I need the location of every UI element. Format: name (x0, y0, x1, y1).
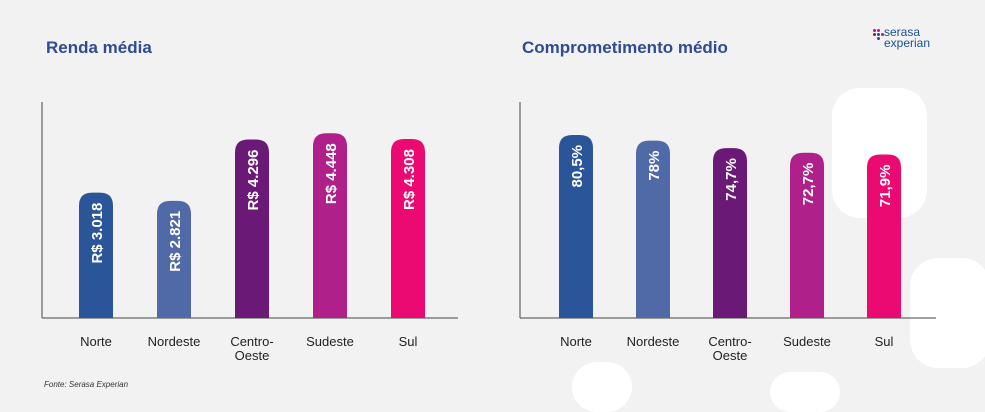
category-label: Nordeste (148, 334, 201, 349)
category-label: Sudeste (783, 334, 831, 349)
x-tick-label: Sudeste (306, 334, 354, 349)
bar-value-label: 72,7% (800, 163, 817, 206)
category-label: Norte (560, 334, 592, 349)
bar (713, 148, 747, 318)
x-tick-label: Centro- (230, 334, 273, 349)
x-tick-label: Oeste (713, 348, 748, 363)
background-shape (910, 258, 985, 368)
x-tick-label: Nordeste (627, 334, 680, 349)
x-tick-label: Nordeste (148, 334, 201, 349)
bar (79, 192, 113, 318)
chart-title-comprometimento-medio: Comprometimento médio (522, 38, 728, 57)
bar (559, 134, 593, 318)
logo-wordmark: serasa experian (884, 25, 931, 50)
serasa-experian-logo: serasa experian (872, 25, 952, 57)
bar-value-label: R$ 4.308 (401, 149, 418, 210)
logo-word-experian: experian (884, 36, 931, 50)
bar-value-label: 80,5% (569, 145, 586, 188)
x-tick-label: Centro- (708, 334, 751, 349)
x-tick-label: Sul (875, 334, 894, 349)
category-label: Centro-Oeste (708, 334, 751, 363)
x-tick-label: Sul (399, 334, 418, 349)
chart-comprometimento-medio: 80,5% Norte 78% Nordeste 74,7% Centro-Oeste 72… (519, 102, 936, 363)
bar (235, 139, 269, 318)
category-label: Sul (399, 334, 418, 349)
bar (790, 152, 824, 318)
bar-value-label: R$ 2.821 (167, 211, 184, 272)
bar-value-label: 71,9% (877, 165, 894, 208)
x-tick-label: Norte (560, 334, 592, 349)
bar (391, 139, 425, 318)
x-tick-label: Norte (80, 334, 112, 349)
chart-title-renda-media: Renda média (46, 38, 152, 57)
category-label: Sul (875, 334, 894, 349)
bar (157, 200, 191, 318)
bar-value-label: 74,7% (723, 158, 740, 201)
bar-value-label: 78% (646, 151, 663, 181)
bar (867, 154, 901, 318)
logo-word-serasa: serasa (884, 25, 921, 39)
bar-value-label: R$ 4.448 (323, 143, 340, 204)
x-tick-label: Oeste (235, 348, 270, 363)
category-label: Centro-Oeste (230, 334, 273, 363)
x-tick-label: Sudeste (783, 334, 831, 349)
category-label: Norte (80, 334, 112, 349)
source-note: Fonte: Serasa Experian (44, 380, 129, 389)
category-label: Sudeste (306, 334, 354, 349)
category-label: Nordeste (627, 334, 680, 349)
logo-dots-icon (872, 29, 884, 41)
bar (313, 133, 347, 318)
bar-value-label: R$ 3.018 (89, 203, 106, 264)
bar-value-label: R$ 4.296 (245, 150, 262, 211)
bar (636, 140, 670, 318)
chart-renda-media: R$ 3.018 Norte R$ 2.821 Nordeste R$ 4.296 Cen… (41, 102, 458, 363)
